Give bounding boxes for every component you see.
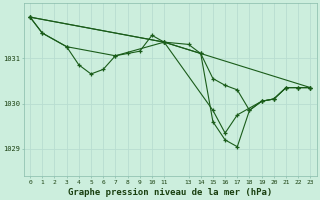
X-axis label: Graphe pression niveau de la mer (hPa): Graphe pression niveau de la mer (hPa)	[68, 188, 272, 197]
